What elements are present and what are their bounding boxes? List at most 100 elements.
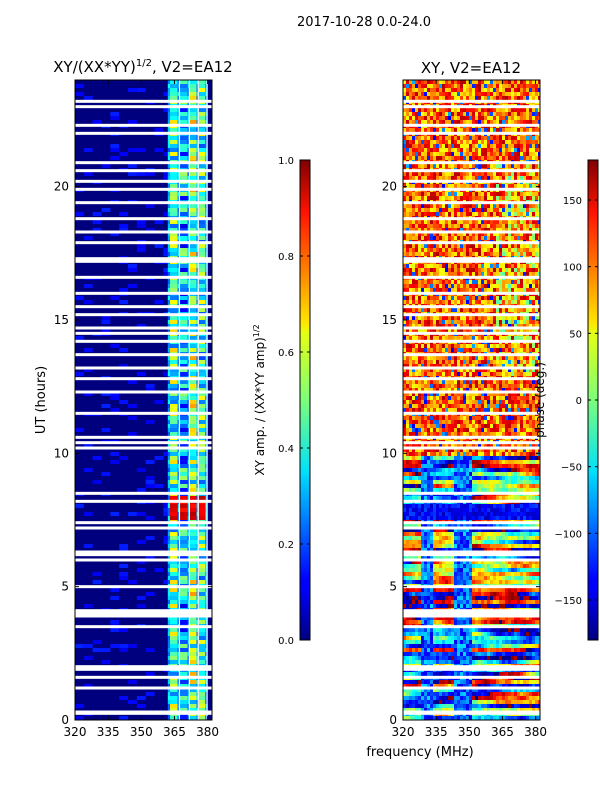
right-phase-cell (418, 360, 421, 364)
left-gap-cell (196, 368, 199, 372)
right-phase-cell (520, 268, 523, 272)
left-signal-cell (198, 428, 206, 432)
left-signal-cell (179, 208, 188, 212)
right-phase-cell (481, 120, 484, 124)
left-bg-cell (119, 716, 129, 720)
right-phase-cell (430, 244, 433, 248)
right-phase-cell (481, 264, 484, 268)
right-phase-cell (538, 272, 540, 276)
right-phase-cell (475, 316, 478, 320)
right-phase-cell (442, 172, 445, 176)
left-signal-cell (179, 460, 188, 464)
right-phase-cell (415, 324, 418, 328)
right-phase-cell (520, 80, 523, 84)
right-phase-cell (415, 336, 418, 340)
left-signal-cell (179, 116, 188, 120)
right-phase-cell (421, 156, 424, 160)
left-gap-cell (177, 204, 180, 208)
right-phase-cell (403, 96, 406, 100)
right-phase-cell (475, 224, 478, 228)
left-signal-cell (198, 372, 206, 376)
left-gap-cell (196, 416, 199, 420)
right-phase-cell (526, 308, 529, 312)
left-signal-cell (198, 228, 206, 232)
left-gap-cell (196, 148, 199, 152)
right-phase-cell (523, 296, 526, 300)
right-phase-cell (412, 128, 415, 132)
left-gap-cell (196, 388, 199, 392)
left-gap-cell (187, 316, 190, 320)
right-phase-cell (517, 336, 520, 340)
right-phase-cell (427, 308, 430, 312)
right-phase-cell (487, 92, 490, 96)
right-phase-cell (511, 196, 514, 200)
right-phase-cell (520, 308, 523, 312)
right-phase-cell (496, 264, 499, 268)
left-signal-cell (198, 480, 206, 484)
right-phase-cell (514, 156, 517, 160)
right-phase-cell (538, 136, 540, 140)
right-phase-cell (490, 148, 493, 152)
right-phase-cell (493, 316, 496, 320)
right-phase-cell (415, 344, 418, 348)
left-flag-row (75, 521, 212, 525)
right-phase-cell (523, 144, 526, 148)
left-gap-cell (177, 448, 180, 452)
right-phase-cell (484, 120, 487, 124)
right-phase-cell (427, 112, 430, 116)
right-phase-cell (502, 316, 505, 320)
left-signal-cell (179, 140, 188, 144)
right-phase-cell (532, 228, 535, 232)
right-phase-cell (490, 236, 493, 240)
right-phase-cell (466, 320, 469, 324)
right-phase-cell (475, 220, 478, 224)
right-phase-cell (478, 220, 481, 224)
right-phase-cell (478, 224, 481, 228)
right-phase-cell (424, 356, 427, 360)
right-phase-cell (448, 84, 451, 88)
left-signal-cell (198, 448, 206, 452)
left-signal-cell (198, 592, 206, 596)
right-phase-cell (427, 92, 430, 96)
right-phase-cell (424, 316, 427, 320)
right-phase-cell (511, 80, 514, 84)
right-phase-cell (457, 244, 460, 248)
left-bg-cell (145, 384, 155, 388)
right-phase-cell (496, 140, 499, 144)
right-phase-cell (418, 156, 421, 160)
left-gap-cell (196, 580, 199, 584)
right-phase-cell (412, 148, 415, 152)
right-phase-cell (454, 288, 457, 292)
right-phase-cell (490, 92, 493, 96)
right-phase-cell (496, 120, 499, 124)
left-gap-cell (196, 428, 199, 432)
right-phase-cell (529, 252, 532, 256)
left-signal-cell (189, 404, 197, 408)
left-bg-cell (75, 504, 84, 508)
right-phase-cell (487, 120, 490, 124)
left-bg-cell (128, 404, 137, 408)
right-phase-cell (457, 164, 460, 168)
right-phase-cell (505, 116, 508, 120)
right-phase-cell (436, 184, 439, 188)
right-phase-cell (403, 284, 406, 288)
right-phase-cell (478, 300, 481, 304)
right-phase-cell (526, 136, 529, 140)
right-phase-cell (427, 244, 430, 248)
right-phase-cell (469, 108, 472, 112)
left-gap-cell (196, 232, 199, 236)
left-signal-cell (179, 396, 188, 400)
right-phase-cell (505, 288, 508, 292)
right-phase-cell (487, 344, 490, 348)
right-phase-cell (451, 244, 454, 248)
left-signal-cell (189, 420, 197, 424)
right-phase-cell (514, 184, 517, 188)
left-bg-cell (145, 556, 155, 560)
left-signal-cell (179, 232, 188, 236)
right-phase-cell (502, 144, 505, 148)
left-bg-cell (83, 172, 93, 176)
left-signal-cell (179, 144, 188, 148)
right-phase-cell (487, 128, 490, 132)
left-gap-cell (196, 632, 199, 636)
right-phase-cell (433, 128, 436, 132)
